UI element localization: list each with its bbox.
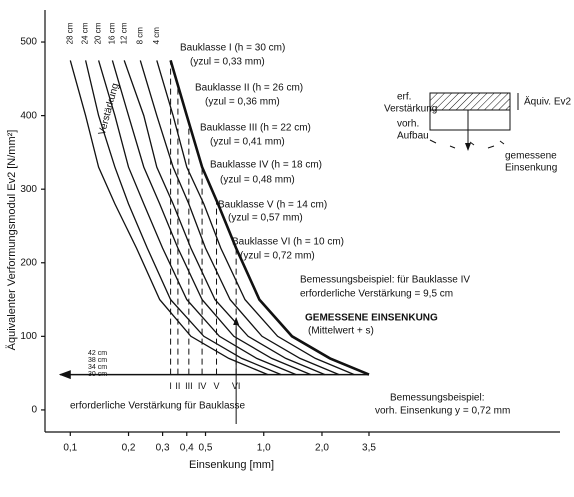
x-tick-label: 2,0 bbox=[315, 443, 329, 454]
annotation: vorh. Einsenkung y = 0,72 mm bbox=[375, 406, 510, 417]
annotation: Bauklasse VI (h = 10 cm) bbox=[232, 237, 344, 248]
annotation: (yzul = 0,48 mm) bbox=[220, 175, 295, 186]
y-tick-label: 0 bbox=[31, 405, 37, 416]
annotation: Bemessungsbeispiel: für Bauklasse IV bbox=[300, 275, 470, 286]
curve bbox=[84, 60, 282, 376]
annotation: 38 cm bbox=[88, 357, 107, 364]
class-label: II bbox=[175, 381, 180, 391]
series-label: 16 cm bbox=[107, 22, 116, 44]
annotation: Bauklasse IV (h = 18 cm) bbox=[210, 160, 322, 171]
inset-text: Einsenkung bbox=[505, 163, 557, 174]
annotation: 42 cm bbox=[88, 350, 107, 357]
annotation: erforderliche Verstärkung für Bauklasse bbox=[70, 401, 246, 412]
class-label: IV bbox=[198, 381, 207, 391]
y-tick-label: 300 bbox=[20, 184, 37, 195]
class-label: I bbox=[169, 381, 172, 391]
annotation: (Mittelwert + s) bbox=[308, 326, 374, 337]
y-axis-label: Äquivalenter Verformungsmodul Ev2 [N/mm²… bbox=[6, 130, 18, 351]
series-label: 12 cm bbox=[119, 22, 128, 44]
x-tick-label: 0,3 bbox=[156, 443, 170, 454]
inset-text: Verstärkung bbox=[384, 104, 437, 115]
series-label: 24 cm bbox=[81, 22, 90, 44]
annotation: erforderliche Verstärkung = 9,5 cm bbox=[300, 289, 453, 300]
x-tick-label: 0,4 bbox=[180, 443, 194, 454]
series-label: 4 cm bbox=[152, 27, 161, 45]
x-tick-label: 0,1 bbox=[63, 443, 77, 454]
annotation: Bauklasse V (h = 14 cm) bbox=[218, 200, 327, 211]
y-tick-label: 400 bbox=[20, 110, 37, 121]
series-label: 28 cm bbox=[65, 22, 74, 44]
curve bbox=[169, 60, 370, 376]
annotation: Bauklasse III (h = 22 cm) bbox=[200, 123, 311, 134]
y-tick-label: 100 bbox=[20, 331, 37, 342]
inset: erf. Verstärkung vorh. Aufbau Äquiv. Ev2… bbox=[384, 92, 571, 174]
inset-text: gemessene bbox=[505, 151, 557, 162]
curve bbox=[123, 60, 326, 376]
class-label: V bbox=[214, 381, 220, 391]
inset-text: Äquiv. Ev2 bbox=[524, 96, 571, 108]
annotation: Bauklasse II (h = 26 cm) bbox=[195, 83, 303, 94]
hatched-layer bbox=[429, 92, 511, 111]
ground bbox=[429, 139, 505, 149]
curve bbox=[97, 60, 297, 376]
annotation: Bauklasse I (h = 30 cm) bbox=[180, 43, 285, 54]
annotation: (yzul = 0,33 mm) bbox=[190, 57, 265, 68]
annotation: (yzul = 0,36 mm) bbox=[205, 97, 280, 108]
annotation: 30 cm bbox=[88, 371, 107, 378]
annotation: (yzul = 0,72 mm) bbox=[240, 251, 315, 262]
curve bbox=[139, 60, 340, 376]
annotation: (yzul = 0,57 mm) bbox=[228, 213, 303, 224]
y-tick-label: 500 bbox=[20, 37, 37, 48]
series-label: GEMESSENE EINSENKUNG bbox=[305, 313, 438, 324]
series-label: 8 cm bbox=[135, 27, 144, 45]
inset-text: vorh. bbox=[397, 119, 419, 130]
inset-text: erf. bbox=[397, 92, 411, 103]
annotation: 34 cm bbox=[88, 364, 107, 371]
annotation: (yzul = 0,41 mm) bbox=[210, 137, 285, 148]
x-axis-label: Einsenkung [mm] bbox=[189, 459, 274, 471]
annotation: Bemessungsbeispiel: bbox=[390, 393, 485, 404]
inset-text: Aufbau bbox=[397, 131, 429, 142]
base-layer bbox=[429, 109, 511, 131]
x-tick-label: 0,2 bbox=[122, 443, 136, 454]
series-label: 20 cm bbox=[94, 22, 103, 44]
x-tick-label: 0,5 bbox=[199, 443, 213, 454]
curve bbox=[111, 60, 312, 376]
class-label: III bbox=[185, 381, 193, 391]
x-tick-label: 1,0 bbox=[257, 443, 271, 454]
x-tick-label: 3,5 bbox=[362, 443, 376, 454]
y-tick-label: 200 bbox=[20, 257, 37, 268]
